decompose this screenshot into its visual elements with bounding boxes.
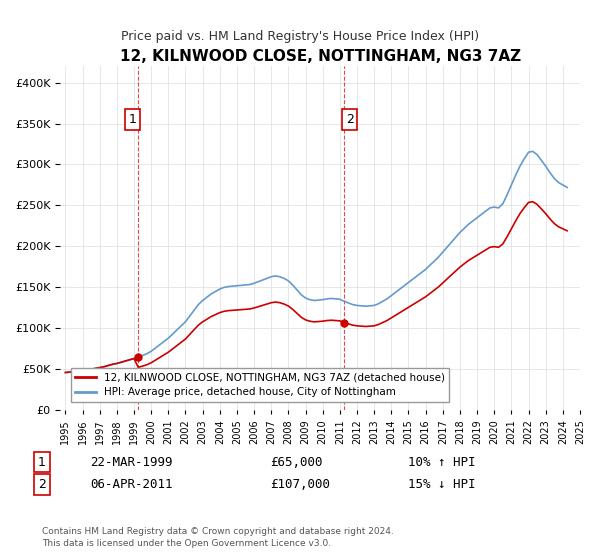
Text: 1: 1 (128, 113, 137, 126)
Text: 2: 2 (346, 113, 353, 126)
Text: 1: 1 (38, 455, 46, 469)
Text: 10% ↑ HPI: 10% ↑ HPI (408, 455, 476, 469)
Text: £65,000: £65,000 (270, 455, 323, 469)
Legend: 12, KILNWOOD CLOSE, NOTTINGHAM, NG3 7AZ (detached house), HPI: Average price, de: 12, KILNWOOD CLOSE, NOTTINGHAM, NG3 7AZ … (71, 368, 449, 402)
Text: 22-MAR-1999: 22-MAR-1999 (90, 455, 173, 469)
Title: 12, KILNWOOD CLOSE, NOTTINGHAM, NG3 7AZ: 12, KILNWOOD CLOSE, NOTTINGHAM, NG3 7AZ (119, 49, 521, 64)
Text: £107,000: £107,000 (270, 478, 330, 491)
Text: 06-APR-2011: 06-APR-2011 (90, 478, 173, 491)
Text: 2: 2 (38, 478, 46, 491)
Text: 15% ↓ HPI: 15% ↓ HPI (408, 478, 476, 491)
Text: Contains HM Land Registry data © Crown copyright and database right 2024.
This d: Contains HM Land Registry data © Crown c… (42, 527, 394, 548)
Text: Price paid vs. HM Land Registry's House Price Index (HPI): Price paid vs. HM Land Registry's House … (121, 30, 479, 43)
